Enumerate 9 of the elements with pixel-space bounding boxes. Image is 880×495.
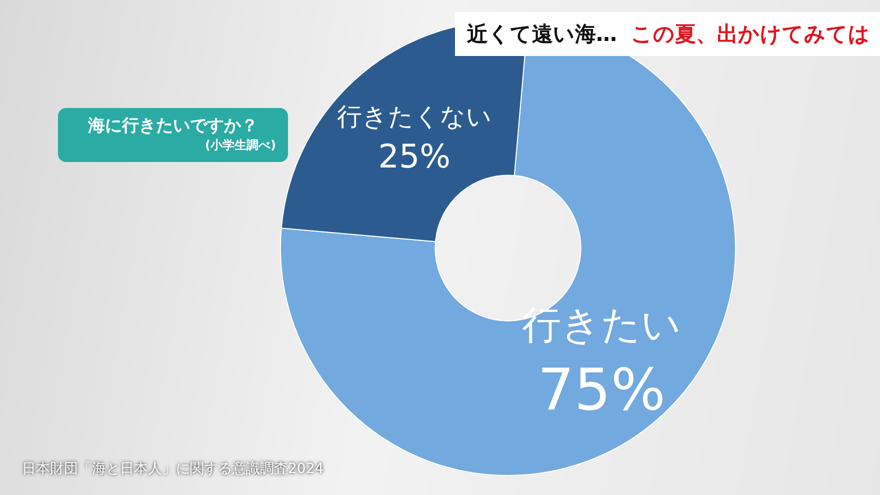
text: 日本財団「海と日本人」に関する意識調査2024 [22, 460, 324, 478]
data-label: 75% [538, 356, 666, 424]
text: (小学生調べ) [204, 137, 276, 154]
data-label: 25% [378, 137, 451, 176]
text: 海に行きたいですか？ [87, 115, 259, 137]
slice-label: 行きたくない [336, 102, 492, 132]
text: この夏、出かけてみては [631, 21, 870, 48]
slice-label: 行きたい [522, 303, 682, 348]
text: 近くて遠い海… [467, 21, 617, 48]
